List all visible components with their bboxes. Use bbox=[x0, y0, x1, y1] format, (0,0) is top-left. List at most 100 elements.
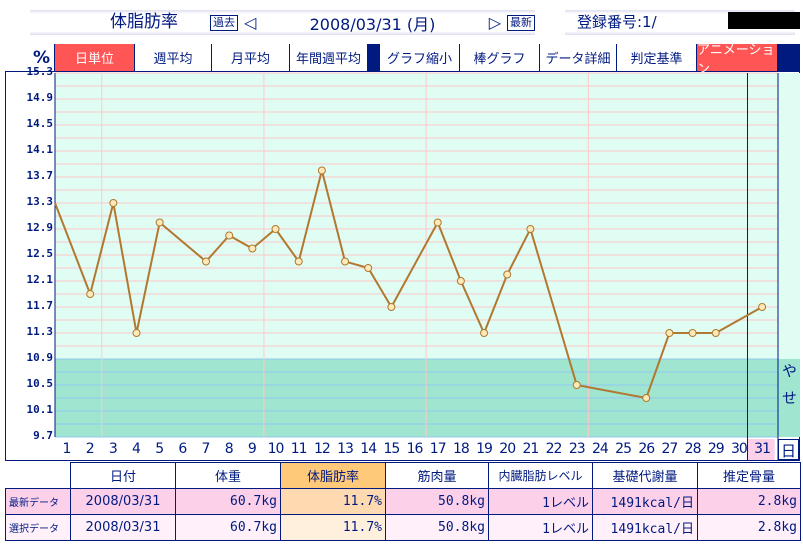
col-muscle: 筋肉量 bbox=[385, 462, 489, 489]
table-row-latest: 最新データ 2008/03/31 60.7kg 11.7% 50.8kg 1レベ… bbox=[5, 488, 801, 515]
toolbar: % 日単位 週平均 月平均 年間週平均 グラフ縮小 棒グラフ データ詳細 判定基… bbox=[5, 43, 800, 77]
data-point bbox=[758, 303, 767, 311]
x-tick-label[interactable]: 3 bbox=[108, 441, 118, 457]
col-bone: 推定骨量 bbox=[697, 462, 801, 489]
unit-label: % bbox=[5, 44, 55, 72]
data-point bbox=[711, 329, 720, 337]
cell: 2008/03/31 bbox=[70, 514, 176, 541]
latest-button[interactable]: 最新 bbox=[507, 14, 535, 31]
x-tick-label[interactable]: 1 bbox=[62, 441, 72, 457]
x-tick-label[interactable]: 12 bbox=[313, 441, 331, 457]
x-tick-label[interactable]: 15 bbox=[383, 441, 400, 457]
thin-band-label: やせ bbox=[780, 363, 798, 417]
data-detail-button[interactable]: データ詳細 bbox=[540, 44, 617, 72]
cell: 2008/03/31 bbox=[70, 488, 176, 515]
prev-arrow-icon[interactable]: ◁ bbox=[244, 13, 257, 32]
row-label: 選択データ bbox=[5, 514, 71, 541]
y-tick-label: 13.3 bbox=[26, 195, 54, 208]
toolbar-divider bbox=[368, 44, 380, 72]
data-point bbox=[155, 218, 164, 227]
x-tick-label[interactable]: 10 bbox=[267, 441, 285, 457]
data-point bbox=[665, 329, 674, 337]
y-tick-label: 11.3 bbox=[26, 325, 54, 338]
current-date: 2008/03/31 (月) bbox=[309, 14, 436, 34]
data-point bbox=[364, 264, 373, 272]
y-tick-label: 10.5 bbox=[26, 377, 54, 390]
data-point bbox=[341, 257, 350, 266]
x-tick-label[interactable]: 2 bbox=[85, 441, 95, 457]
right-strip bbox=[778, 73, 800, 359]
x-tick-label[interactable]: 31 bbox=[754, 441, 771, 457]
row-label: 最新データ bbox=[5, 488, 71, 515]
tab-monthly-average[interactable]: 月平均 bbox=[212, 44, 290, 72]
data-point bbox=[480, 329, 489, 337]
x-tick-label[interactable]: 13 bbox=[337, 441, 354, 457]
x-tick-label[interactable]: 27 bbox=[661, 441, 678, 457]
x-tick-label[interactable]: 29 bbox=[707, 441, 725, 457]
y-tick-label: 15.3 bbox=[26, 65, 54, 78]
tab-weekly-average[interactable]: 週平均 bbox=[135, 44, 212, 72]
cell: 1491kcal/日 bbox=[592, 514, 698, 541]
x-tick-label[interactable]: 11 bbox=[290, 441, 308, 457]
y-tick-label: 12.9 bbox=[26, 221, 54, 234]
cell: 1レベル bbox=[488, 488, 593, 515]
x-tick-label[interactable]: 30 bbox=[731, 441, 748, 457]
col-date: 日付 bbox=[70, 462, 176, 489]
bar-graph-button[interactable]: 棒グラフ bbox=[460, 44, 540, 72]
next-arrow-icon[interactable]: ▷ bbox=[488, 13, 501, 32]
x-tick-label[interactable]: 9 bbox=[247, 441, 257, 457]
col-visceral-fat: 内臓脂肪レベル bbox=[488, 462, 593, 489]
cell: 60.7kg bbox=[175, 488, 281, 515]
shrink-graph-button[interactable]: グラフ縮小 bbox=[380, 44, 460, 72]
x-tick-label[interactable]: 22 bbox=[545, 441, 563, 457]
x-tick-label[interactable]: 6 bbox=[178, 441, 188, 457]
y-tick-label: 13.7 bbox=[26, 169, 54, 182]
cell: 50.8kg bbox=[385, 514, 489, 541]
data-point bbox=[109, 199, 118, 207]
selected-day-highlight bbox=[747, 439, 775, 460]
x-tick-label[interactable]: 8 bbox=[224, 441, 234, 457]
cell: 1レベル bbox=[488, 514, 593, 541]
x-tick-label[interactable]: 23 bbox=[568, 441, 586, 457]
x-tick-label[interactable]: 7 bbox=[201, 441, 211, 457]
tab-yearly-weekly-average[interactable]: 年間週平均 bbox=[290, 44, 368, 72]
cell: 2.8kg bbox=[697, 488, 801, 515]
y-tick-label: 12.5 bbox=[26, 247, 54, 260]
x-tick-label[interactable]: 16 bbox=[406, 441, 424, 457]
data-point bbox=[688, 329, 697, 337]
x-tick-label[interactable]: 21 bbox=[522, 441, 539, 457]
data-point bbox=[225, 231, 234, 240]
cell: 1491kcal/日 bbox=[592, 488, 698, 515]
y-tick-label: 14.1 bbox=[26, 143, 54, 156]
x-tick-label[interactable]: 19 bbox=[476, 441, 493, 457]
x-tick-label[interactable]: 17 bbox=[429, 441, 447, 457]
x-tick-label[interactable]: 18 bbox=[452, 441, 470, 457]
cell: 60.7kg bbox=[175, 514, 281, 541]
x-tick-label[interactable]: 26 bbox=[638, 441, 655, 457]
y-tick-label: 14.5 bbox=[26, 117, 54, 130]
x-tick-label[interactable]: 14 bbox=[360, 441, 377, 457]
x-tick-label[interactable]: 5 bbox=[155, 441, 165, 457]
data-point bbox=[433, 218, 442, 227]
cell: 11.7% bbox=[280, 488, 386, 515]
y-tick-label: 9.7 bbox=[33, 429, 53, 442]
x-tick-label[interactable]: 24 bbox=[591, 441, 609, 457]
x-tick-label[interactable]: 25 bbox=[615, 441, 632, 457]
cell: 11.7% bbox=[280, 514, 386, 541]
col-bmr: 基礎代謝量 bbox=[592, 462, 698, 489]
data-point bbox=[271, 225, 280, 233]
data-point bbox=[456, 277, 465, 285]
col-weight: 体重 bbox=[175, 462, 281, 489]
x-tick-label[interactable]: 20 bbox=[499, 441, 516, 457]
data-point bbox=[642, 394, 651, 402]
prev-button[interactable]: 過去 bbox=[210, 14, 238, 31]
x-tick-label[interactable]: 28 bbox=[684, 441, 702, 457]
criteria-button[interactable]: 判定基準 bbox=[617, 44, 697, 72]
data-point bbox=[317, 166, 326, 175]
y-tick-label: 12.1 bbox=[26, 273, 54, 286]
data-point bbox=[503, 270, 512, 279]
tab-daily[interactable]: 日単位 bbox=[55, 44, 135, 72]
toolbar-end bbox=[778, 44, 800, 72]
x-tick-label[interactable]: 4 bbox=[132, 441, 141, 457]
data-table: 日付 体重 体脂肪率 筋肉量 内臓脂肪レベル 基礎代謝量 推定骨量 最新データ … bbox=[5, 462, 801, 541]
